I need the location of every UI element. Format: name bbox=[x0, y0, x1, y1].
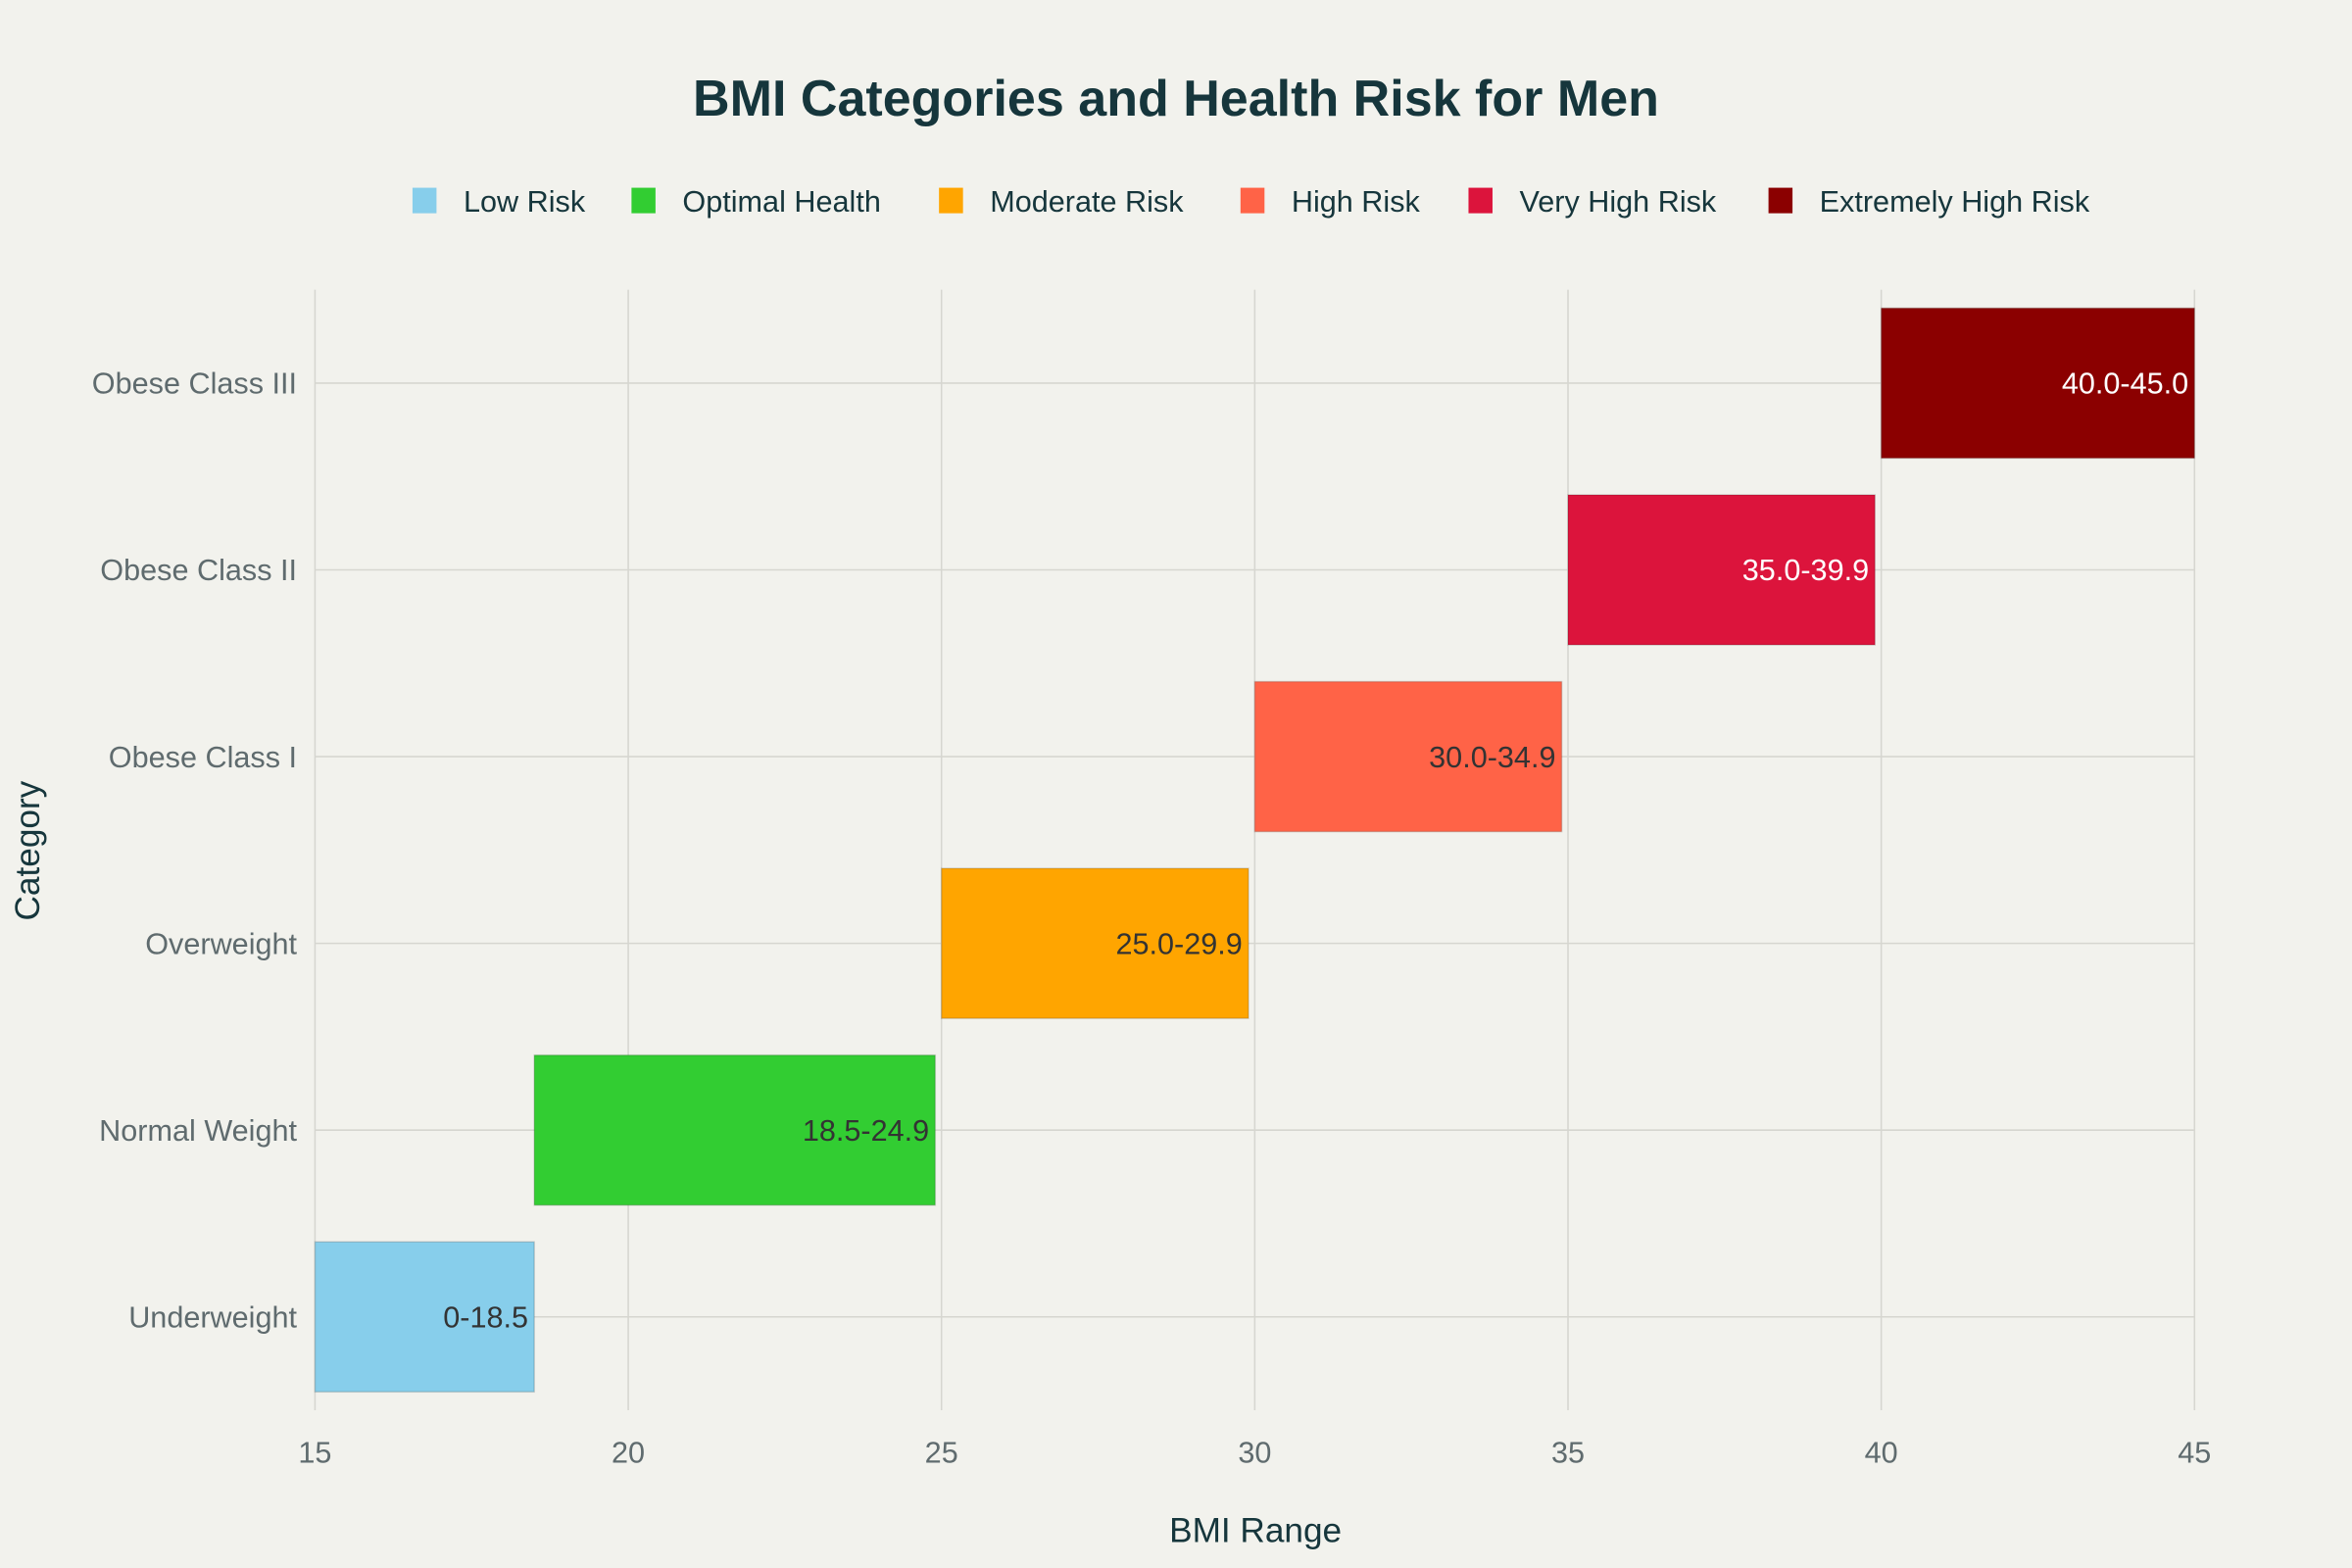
bar-data-label: 40.0-45.0 bbox=[2062, 368, 2188, 401]
x-tick-label: 15 bbox=[298, 1437, 331, 1470]
bars: 0-18.5 18.5-24.9 25.0-29.9 30.0-34.9 35.0-39… bbox=[314, 307, 2196, 1394]
x-tick-label: 25 bbox=[925, 1437, 958, 1470]
legend-swatch bbox=[939, 187, 963, 214]
chart-title: BMI Categories and Health Risk for Men bbox=[693, 71, 1659, 127]
legend-label: Extremely High Risk bbox=[1820, 185, 2090, 219]
y-tick-label: Overweight bbox=[145, 927, 297, 960]
y-tick-label: Obese Class I bbox=[109, 741, 297, 774]
bar-data-label: 25.0-29.9 bbox=[1115, 927, 1242, 960]
legend-swatch bbox=[412, 187, 437, 214]
bar-obese-class-i[interactable] bbox=[1253, 680, 1563, 833]
legend-swatch bbox=[1768, 187, 1793, 214]
legend-label: Low Risk bbox=[464, 185, 586, 219]
y-axis-title: Category bbox=[9, 780, 47, 920]
bar-data-label: 35.0-39.9 bbox=[1742, 554, 1869, 587]
y-tick-label: Underweight bbox=[128, 1300, 297, 1334]
legend-label: Very High Risk bbox=[1520, 185, 1717, 219]
legend-item[interactable]: Optimal Health bbox=[631, 185, 881, 219]
bar-data-label: 0-18.5 bbox=[443, 1300, 528, 1334]
x-axis-title: BMI Range bbox=[1169, 1512, 1342, 1550]
x-tick-label: 35 bbox=[1551, 1437, 1585, 1470]
legend-label: Moderate Risk bbox=[990, 185, 1184, 219]
bar-data-label: 18.5-24.9 bbox=[803, 1114, 929, 1148]
bar-data-label: 30.0-34.9 bbox=[1429, 741, 1555, 774]
legend-label: Optimal Health bbox=[682, 185, 880, 219]
y-axis-ticks: Underweight Normal Weight Overweight Obese … bbox=[92, 368, 298, 1335]
legend-item[interactable]: High Risk bbox=[1240, 185, 1421, 219]
legend-swatch bbox=[1240, 187, 1265, 214]
legend-swatch bbox=[631, 187, 656, 214]
y-tick-label: Obese Class III bbox=[92, 368, 297, 401]
legend-item[interactable]: Extremely High Risk bbox=[1768, 185, 2090, 219]
bar-overweight[interactable] bbox=[940, 867, 1250, 1019]
legend-label: High Risk bbox=[1292, 185, 1421, 219]
x-tick-label: 20 bbox=[612, 1437, 645, 1470]
legend-item[interactable]: Moderate Risk bbox=[939, 185, 1184, 219]
legend-item[interactable]: Low Risk bbox=[412, 185, 586, 219]
legend-item[interactable]: Very High Risk bbox=[1468, 185, 1717, 219]
bar-underweight[interactable] bbox=[314, 1241, 535, 1394]
x-tick-label: 40 bbox=[1865, 1437, 1898, 1470]
x-tick-label: 30 bbox=[1238, 1437, 1271, 1470]
legend-swatch bbox=[1468, 187, 1493, 214]
x-axis-ticks: 15 20 25 30 35 40 45 bbox=[298, 1437, 2211, 1470]
legend: Low Risk Optimal Health Moderate Risk High … bbox=[412, 185, 2090, 219]
x-tick-label: 45 bbox=[2178, 1437, 2211, 1470]
bar-normal-weight[interactable] bbox=[533, 1054, 937, 1206]
y-tick-label: Obese Class II bbox=[100, 554, 297, 587]
bar-obese-class-ii[interactable] bbox=[1567, 494, 1877, 646]
y-tick-label: Normal Weight bbox=[99, 1114, 297, 1148]
bar-obese-class-iii[interactable] bbox=[1880, 307, 2196, 460]
